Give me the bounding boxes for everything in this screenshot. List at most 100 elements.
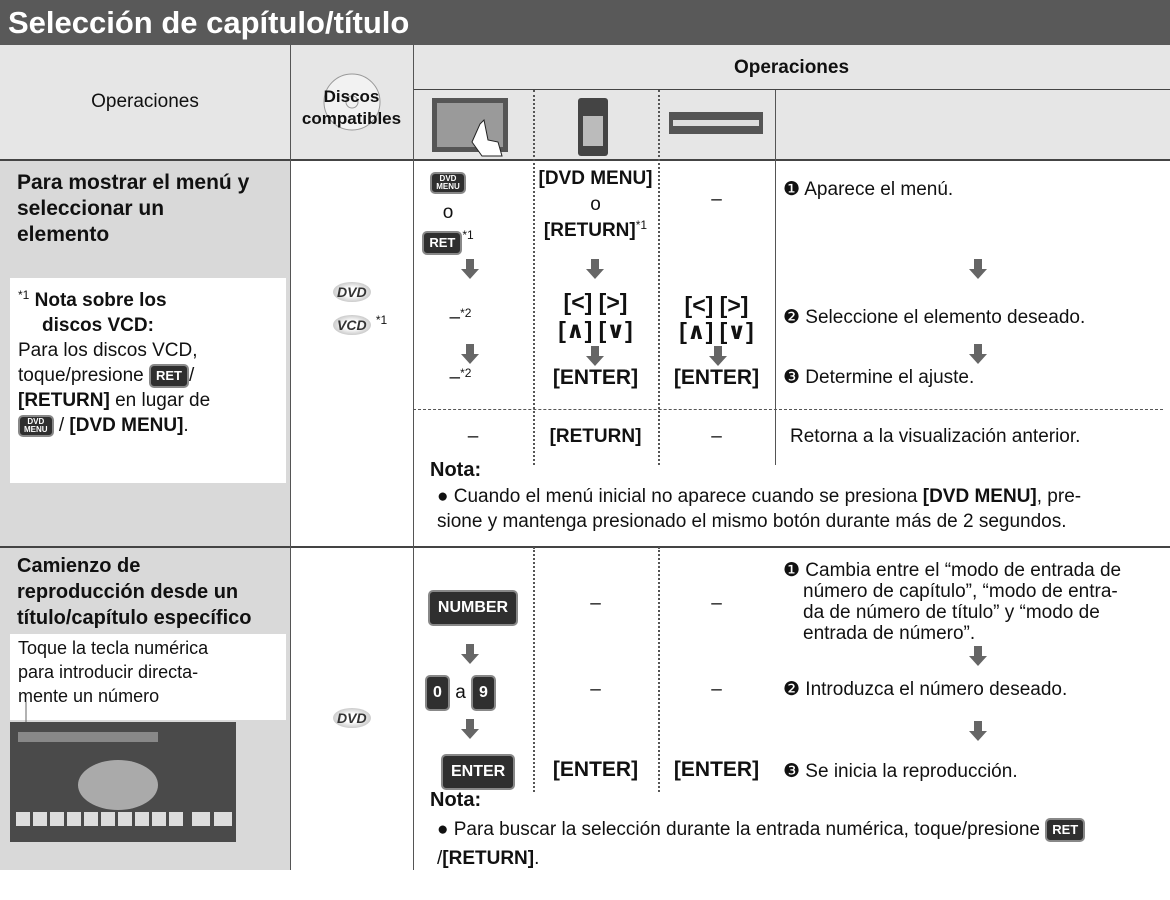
- touch-cell: –*2: [413, 306, 508, 330]
- touch-cell: –: [467, 426, 479, 447]
- graphic: [214, 812, 232, 826]
- screen-thumbnail: [10, 702, 236, 842]
- graphic: [969, 259, 987, 279]
- graphic: [323, 73, 381, 131]
- text: *1: [18, 288, 30, 302]
- text: *2: [460, 306, 472, 320]
- text: MENU: [436, 181, 460, 191]
- rule: [0, 546, 1170, 548]
- text: compatibles: [301, 109, 402, 128]
- down-arrow: [461, 259, 479, 279]
- graphic: [101, 812, 115, 826]
- text: –: [449, 367, 461, 388]
- column-group-header: Operaciones: [733, 57, 850, 78]
- unit-cell: [ENTER]: [673, 758, 760, 781]
- graphic: RET *1: [413, 228, 483, 258]
- text: mente un número: [18, 686, 160, 706]
- note-text: ● Cuando el menú inicial no aparece cuan…: [437, 484, 1081, 534]
- down-arrow: [461, 719, 479, 739]
- text: NUMBER: [427, 590, 519, 626]
- dotted-rule: [658, 90, 660, 465]
- text: [∧] [∨]: [679, 318, 754, 344]
- text: Discos: [323, 87, 380, 106]
- text: 0: [425, 675, 450, 711]
- text: elemento: [17, 223, 110, 246]
- text: DVD: [333, 708, 371, 728]
- text: toque/presione: [18, 365, 144, 386]
- description: ❸ Se inicia la reproducción.: [783, 761, 1018, 782]
- touch-cell: –*2: [413, 366, 508, 390]
- remote-cell: [DVD MENU] o [RETURN]*1: [533, 166, 658, 244]
- text: DVD: [27, 416, 45, 426]
- unit-cell: –: [711, 189, 722, 210]
- graphic: [583, 116, 603, 146]
- text: MENU: [24, 424, 48, 434]
- graphic: [673, 120, 759, 126]
- text: /: [189, 365, 195, 386]
- remote-icon: [578, 98, 608, 156]
- text: RET: [149, 363, 189, 388]
- touch-cell: 0 a 9: [425, 675, 496, 711]
- rule: [413, 89, 1170, 90]
- hint-box: [10, 634, 286, 720]
- unit-cell: –: [711, 593, 722, 614]
- graphic: [78, 760, 158, 810]
- text: 9: [471, 675, 496, 711]
- graphic: [84, 812, 98, 826]
- graphic: [67, 812, 81, 826]
- remote-cell: [<] [>] [∧] [∨]: [533, 288, 658, 344]
- graphic: DVD MENU: [18, 414, 54, 437]
- description: Retorna a la visualización anterior.: [790, 426, 1081, 447]
- down-arrow: [969, 721, 987, 741]
- text: [DVD MENU]: [922, 486, 1037, 507]
- text: a: [455, 682, 466, 704]
- graphic: toque/presione RET /: [18, 363, 210, 388]
- down-arrow: [709, 346, 727, 366]
- text: Nota sobre los: [34, 290, 167, 311]
- text: ●: [437, 486, 449, 507]
- disc-icon: [323, 73, 381, 131]
- text: da de número de título” y “modo de: [803, 602, 1100, 623]
- text: [RETURN]: [18, 390, 110, 411]
- disc: DVD: [333, 706, 371, 730]
- text: /: [53, 415, 70, 436]
- text: para introducir directa-: [18, 662, 199, 682]
- text: *2: [460, 366, 472, 380]
- graphic: [471, 118, 503, 157]
- text: Camienzo de: [17, 555, 141, 577]
- remote-cell: [ENTER]: [552, 366, 639, 389]
- text: sione y mantenga presionado el mismo bot…: [437, 511, 1067, 532]
- text: DVD: [439, 173, 457, 183]
- rule: [775, 90, 776, 465]
- graphic: /[RETURN].: [437, 844, 1085, 873]
- note: *1 Nota sobre los discos VCD: Para los d…: [18, 288, 210, 438]
- text: ●: [437, 819, 449, 840]
- hint: Toque la tecla numérica para introducir d…: [18, 636, 208, 708]
- text: entrada de número”.: [803, 623, 976, 644]
- rule: [0, 159, 1170, 161]
- graphic: [969, 344, 987, 364]
- text: , pre-: [1036, 486, 1082, 507]
- remote-cell: –: [590, 593, 601, 614]
- graphic: [16, 812, 30, 826]
- unit-icon: [669, 112, 763, 134]
- graphic: [16, 812, 232, 826]
- disc: VCD *1: [333, 313, 387, 337]
- note-text: ● Para buscar la selección durante la en…: [437, 815, 1086, 873]
- text: número de capítulo”, “modo de entra-: [803, 581, 1118, 602]
- down-arrow: [969, 646, 987, 666]
- text: Para los discos VCD,: [18, 340, 198, 361]
- text: VCD: [333, 315, 371, 335]
- graphic: [345, 95, 359, 109]
- text: [RETURN]: [543, 220, 636, 241]
- remote-cell: –: [590, 679, 601, 700]
- rule: [290, 45, 291, 870]
- rule: [413, 45, 414, 870]
- description: ❶ Cambia entre el “modo de entrada de núm…: [783, 560, 1121, 644]
- graphic: [461, 344, 479, 364]
- unit-cell: [<] [>] [∧] [∨]: [658, 292, 775, 344]
- unit-cell: –: [711, 679, 722, 700]
- text: seleccionar un: [17, 197, 165, 220]
- description: ❶ Aparece el menú.: [783, 179, 954, 200]
